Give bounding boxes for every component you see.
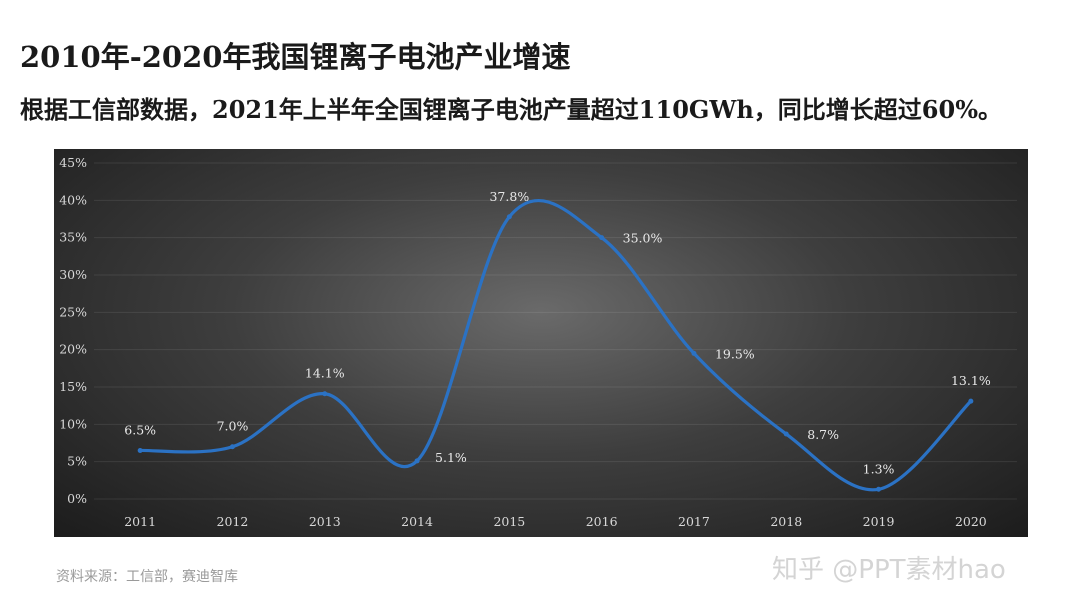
x-tick-label: 2014 (401, 514, 433, 529)
data-point (506, 214, 512, 220)
x-tick-label: 2017 (678, 514, 710, 529)
x-tick-label: 2015 (493, 514, 525, 529)
data-point (137, 447, 143, 453)
data-label: 7.0% (217, 419, 249, 434)
y-tick-label: 20% (59, 342, 87, 357)
data-point (876, 486, 882, 492)
y-tick-label: 15% (59, 379, 87, 394)
data-label: 14.1% (305, 366, 345, 381)
data-point (968, 398, 974, 404)
x-tick-label: 2013 (309, 514, 341, 529)
line-chart: 0% 5% 10% 15% 20% 25% 30% 35% 40% 45% 2011 2012 201… (59, 155, 1017, 529)
x-tick-label: 2012 (217, 514, 249, 529)
x-tick-label: 2020 (955, 514, 987, 529)
data-point (691, 350, 697, 356)
x-tick-label: 2016 (586, 514, 618, 529)
data-label: 13.1% (951, 373, 991, 388)
data-label: 35.0% (623, 231, 663, 246)
source-note: 资料来源：工信部，赛迪智库 (56, 569, 238, 585)
x-tick-label: 2018 (770, 514, 802, 529)
y-tick-label: 5% (67, 454, 87, 469)
x-tick-label: 2011 (124, 514, 156, 529)
y-tick-label: 10% (59, 416, 87, 431)
data-point (322, 391, 328, 397)
chart-panel: 0% 5% 10% 15% 20% 25% 30% 35% 40% 45% 2011 2012 201… (54, 149, 1028, 537)
data-label: 19.5% (715, 346, 755, 361)
y-tick-label: 40% (59, 192, 87, 207)
data-label: 1.3% (863, 461, 895, 476)
page-title: 2010年-2020年我国锂离子电池产业增速 (20, 40, 571, 74)
y-tick-label: 25% (59, 304, 87, 319)
y-tick-label: 0% (67, 491, 87, 506)
y-tick-label: 45% (59, 155, 87, 170)
data-point (414, 458, 420, 464)
y-tick-label: 30% (59, 267, 87, 282)
data-label: 6.5% (124, 422, 156, 437)
data-label: 8.7% (807, 427, 839, 442)
page-subtitle: 根据工信部数据，2021年上半年全国锂离子电池产量超过110GWh，同比增长超过… (20, 95, 1002, 124)
data-label: 5.1% (435, 450, 467, 465)
data-point (599, 235, 605, 241)
data-label: 37.8% (489, 189, 529, 204)
y-tick-label: 35% (59, 230, 87, 245)
x-tick-label: 2019 (863, 514, 895, 529)
data-point (229, 444, 235, 450)
watermark: 知乎 @PPT素材hao (772, 555, 1006, 585)
data-point (783, 431, 789, 437)
series-line (138, 198, 973, 492)
